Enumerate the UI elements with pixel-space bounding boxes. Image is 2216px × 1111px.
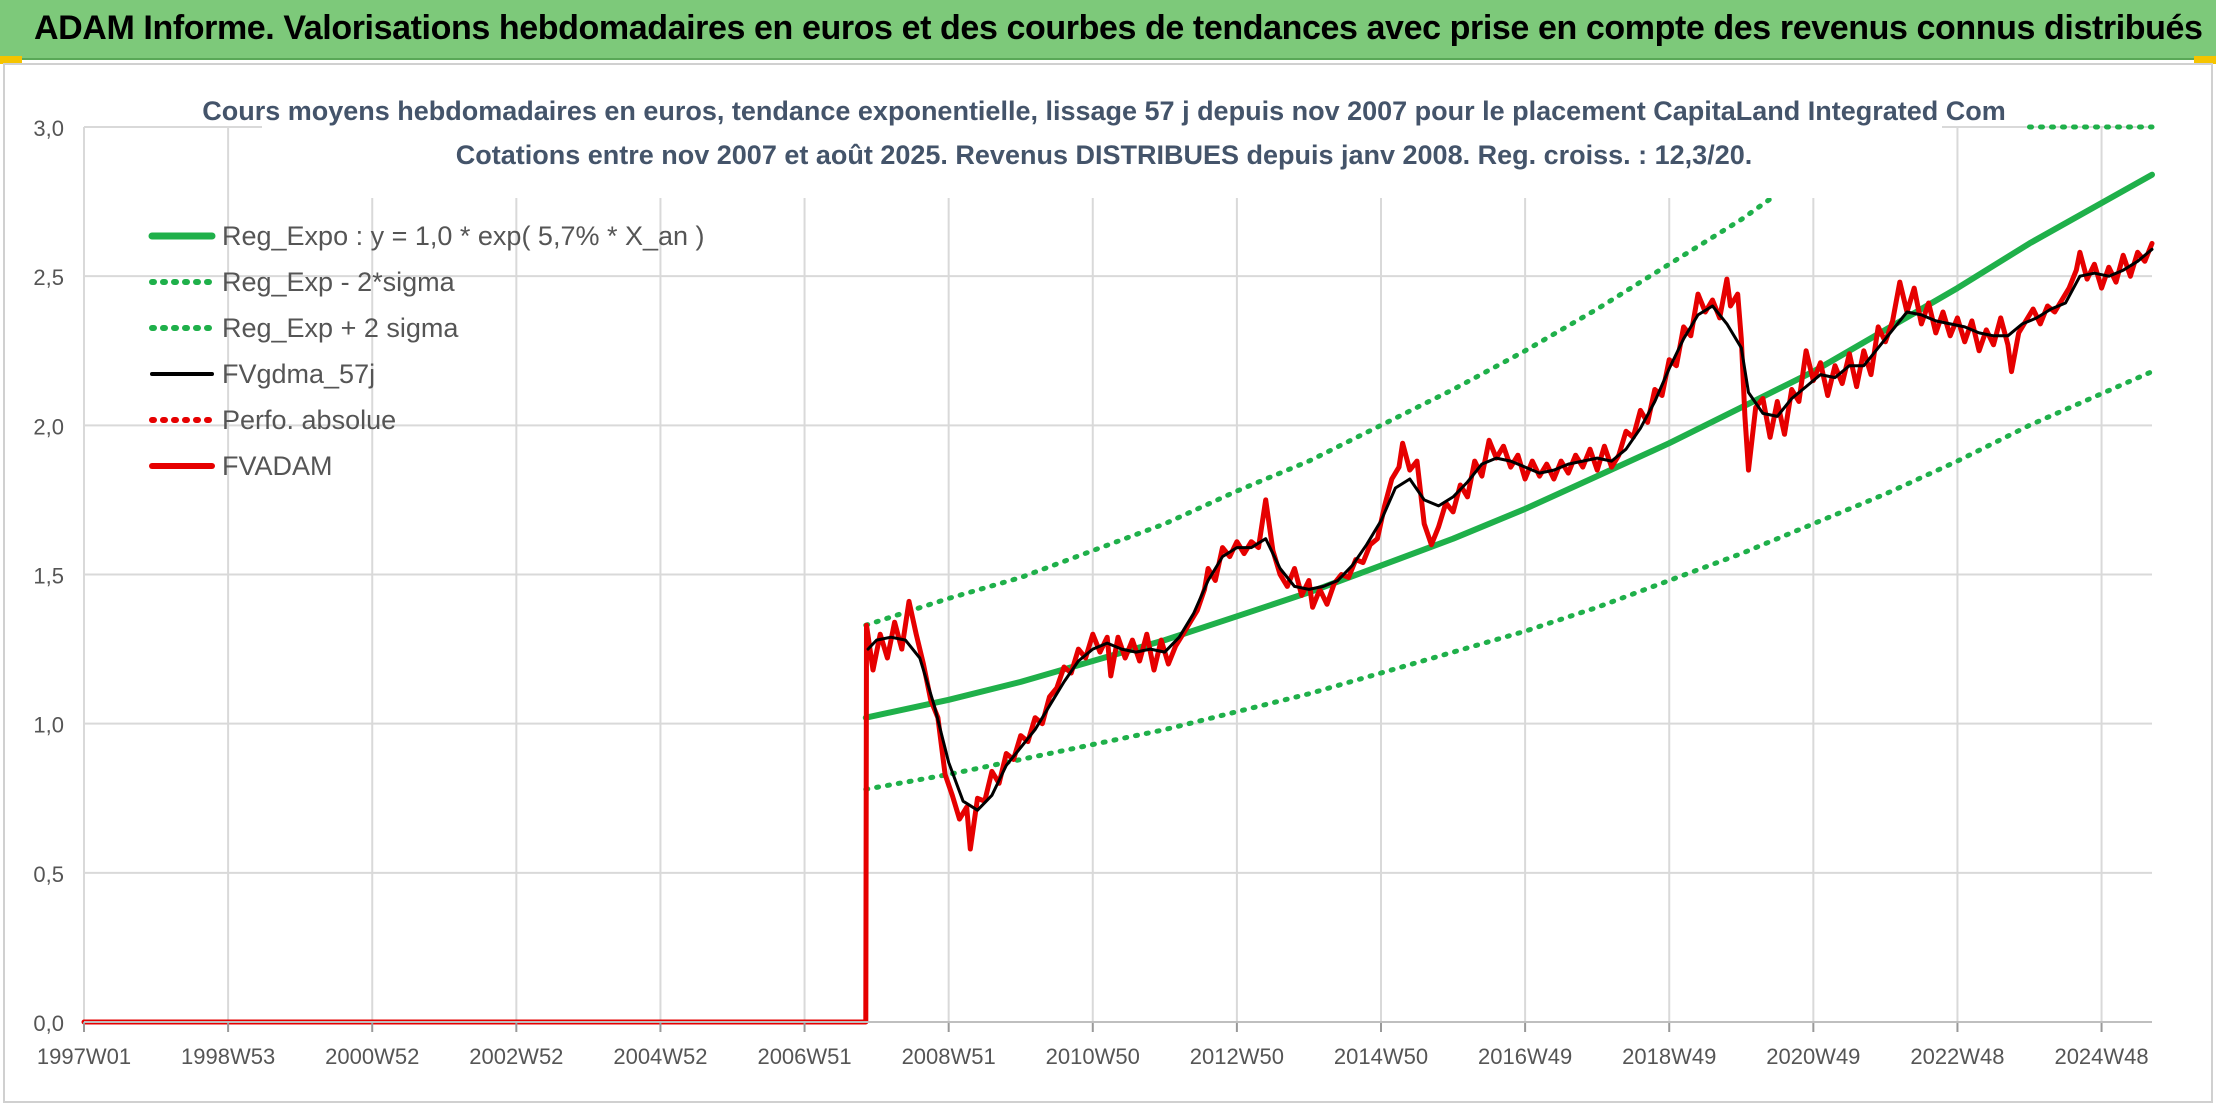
axes: 0,0 0,5 1,0 1,5 2,0 2,5 3,0 1997W01 1998W53 2000W… xyxy=(33,116,2152,1069)
x-tick-label: 2014W50 xyxy=(1334,1044,1428,1069)
x-tick-label: 2020W49 xyxy=(1766,1044,1860,1069)
legend-label: Reg_Exp + 2 sigma xyxy=(222,313,459,343)
corner-marker-left xyxy=(0,56,22,64)
series-line-2 xyxy=(863,181,1795,628)
legend-label: Reg_Expo : y = 1,0 * exp( 5,7% * X_an ) xyxy=(222,221,705,251)
y-tick-label: 0,5 xyxy=(33,862,64,887)
report-title: ADAM Informe. Valorisations hebdomadaire… xyxy=(34,9,2203,47)
report-header: ADAM Informe. Valorisations hebdomadaire… xyxy=(0,0,2216,60)
chart-title-line2: Cotations entre nov 2007 et août 2025. R… xyxy=(456,140,1752,170)
title-backdrop xyxy=(262,88,1942,198)
x-tick-label: 2000W52 xyxy=(325,1044,419,1069)
x-tick-label: 2016W49 xyxy=(1478,1044,1572,1069)
y-tick-label: 3,0 xyxy=(33,116,64,141)
chart-title-group: Cours moyens hebdomadaires en euros, ten… xyxy=(202,88,2006,198)
x-tick-label: 2024W48 xyxy=(2054,1044,2148,1069)
legend-label: FVADAM xyxy=(222,451,333,481)
legend-label: Reg_Exp - 2*sigma xyxy=(222,267,456,297)
x-tick-label: 2010W50 xyxy=(1046,1044,1140,1069)
x-tick-label: 2022W48 xyxy=(1910,1044,2004,1069)
legend: Reg_Expo : y = 1,0 * exp( 5,7% * X_an ) R… xyxy=(148,221,705,481)
plot-border xyxy=(3,63,2213,1103)
x-tick-label: 2008W51 xyxy=(902,1044,996,1069)
x-tick-label: 2002W52 xyxy=(469,1044,563,1069)
y-tick-label: 2,0 xyxy=(33,414,64,439)
chart-title-line1: Cours moyens hebdomadaires en euros, ten… xyxy=(202,96,2006,126)
y-tick-label: 0,0 xyxy=(33,1011,64,1036)
x-tick-label: 2012W50 xyxy=(1190,1044,1284,1069)
x-tick-label: 2004W52 xyxy=(613,1044,707,1069)
x-tick-label: 2018W49 xyxy=(1622,1044,1716,1069)
corner-marker-right xyxy=(2194,56,2216,64)
x-tick-label: 1998W53 xyxy=(181,1044,275,1069)
y-tick-label: 1,5 xyxy=(33,564,64,589)
x-tick-label: 2006W51 xyxy=(757,1044,851,1069)
y-tick-label: 1,0 xyxy=(33,713,64,738)
series-line-1 xyxy=(863,369,2155,792)
y-tick-label: 2,5 xyxy=(33,265,64,290)
legend-label: FVgdma_57j xyxy=(222,359,375,389)
x-tick-label: 1997W01 xyxy=(37,1044,131,1069)
series-line-3 xyxy=(866,247,2154,812)
series-layer xyxy=(81,124,2155,1025)
legend-label: Perfo. absolue xyxy=(222,405,396,435)
chart-frame: Cours moyens hebdomadaires en euros, ten… xyxy=(0,60,2216,1106)
chart-svg: Cours moyens hebdomadaires en euros, ten… xyxy=(3,63,2213,1103)
